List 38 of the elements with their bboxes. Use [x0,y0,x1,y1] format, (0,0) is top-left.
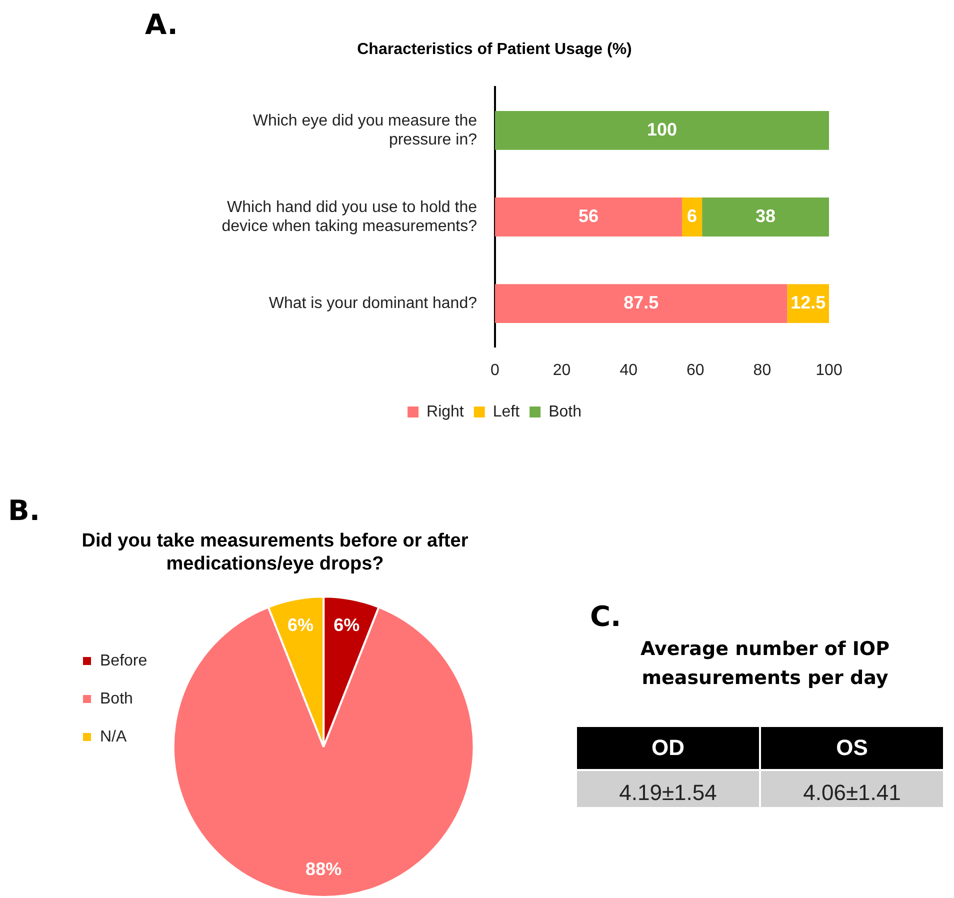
text: 4.06±1.41 [803,780,901,805]
data-label: 56 [578,206,599,226]
legend-label: Both [100,690,133,708]
y-tick-label: Which hand did you use to hold the device when taking measurements? [222,198,478,236]
y-tick-label: What is your dominant hand? [268,294,478,312]
y-tick-label: Which eye did you measure the pressure in? [252,112,478,148]
x-tick-label: 60 [686,362,704,379]
bar [495,110,829,150]
text: Average number of IOP measurements per day [640,637,890,690]
legend-label: Left [492,403,520,420]
x-tick-label: 100 [816,362,842,379]
data-label: 12.5 [790,292,826,312]
x-tick-label: 0 [490,362,500,379]
data-label: 6 [687,206,698,226]
data-label: 6% [287,614,314,635]
category-label: OD [576,726,760,770]
legend-label: Right [426,403,464,420]
text: B. [8,494,40,527]
bar [495,198,682,236]
bar [495,284,788,324]
legend-label: Both [548,403,582,420]
data-label: 38 [756,206,776,226]
x-tick-label: 80 [753,362,772,379]
text: C. [590,600,622,633]
chart-title: Characteristics of Patient Usage (%) [357,41,632,58]
x-tick-label: 20 [552,362,571,379]
legend-label: N/A [100,728,127,746]
category-label: OS [760,726,944,770]
data-label: 88% [306,858,342,879]
bar [702,198,829,236]
legend-label: Before [100,652,148,670]
text: A. [145,8,178,41]
data-label: 6% [334,614,360,635]
data-label: 100 [646,119,678,140]
x-tick-label: 40 [620,362,638,379]
data-label: 87.5 [624,292,659,312]
chart-title: Did you take measurements before or after medications/eye drops? [82,530,469,574]
text: 4.19±1.54 [619,780,717,805]
